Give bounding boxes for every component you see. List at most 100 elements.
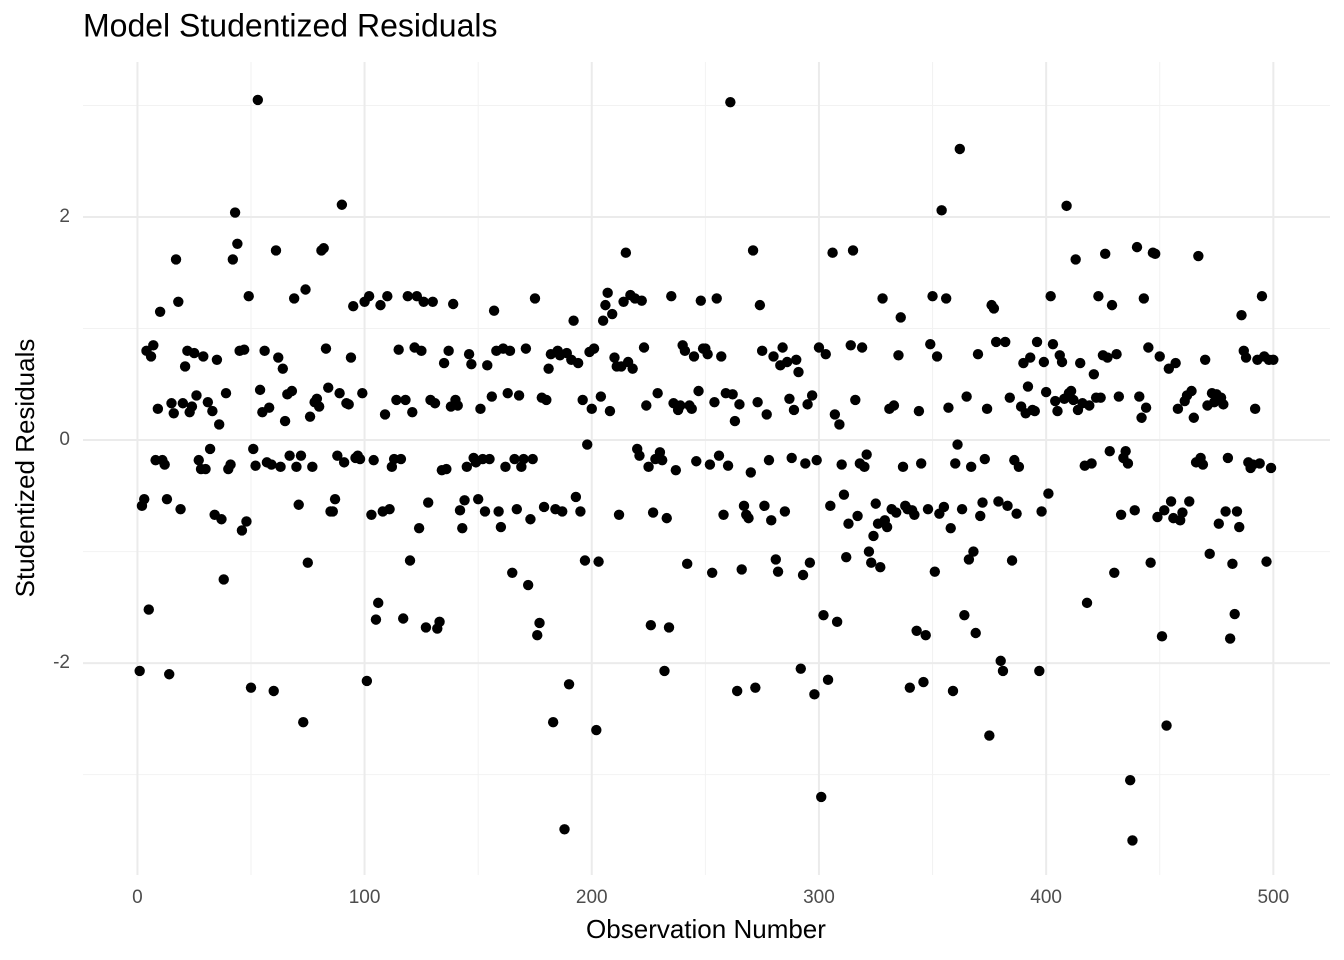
point — [493, 506, 504, 517]
point — [1231, 506, 1243, 517]
point — [416, 345, 427, 357]
point — [947, 685, 959, 697]
x-tick-label: 500 — [1257, 887, 1289, 908]
point — [516, 461, 527, 473]
point — [956, 504, 968, 515]
point — [232, 238, 243, 249]
point — [670, 464, 682, 476]
point — [275, 461, 286, 473]
point — [302, 557, 313, 568]
point — [1170, 357, 1181, 369]
point — [988, 303, 1000, 314]
point — [529, 293, 541, 304]
point — [931, 351, 943, 362]
point — [348, 301, 359, 312]
point — [827, 247, 838, 258]
point — [438, 357, 450, 369]
point — [586, 403, 597, 415]
point — [532, 630, 543, 641]
point — [975, 510, 986, 522]
point — [618, 296, 629, 307]
point — [752, 396, 763, 408]
point — [995, 655, 1006, 667]
point — [541, 394, 552, 406]
point — [327, 506, 338, 517]
point — [1047, 338, 1059, 350]
point — [179, 361, 191, 372]
point — [1086, 458, 1097, 469]
point — [990, 336, 1002, 348]
point — [602, 287, 613, 299]
point — [1138, 293, 1150, 304]
point — [1213, 518, 1224, 529]
x-tick-label: 100 — [349, 887, 381, 908]
point — [547, 717, 559, 728]
point — [597, 315, 609, 326]
point — [447, 298, 459, 310]
point — [259, 345, 270, 357]
point — [543, 363, 554, 374]
point — [318, 243, 329, 254]
point — [413, 522, 425, 534]
point — [836, 459, 847, 470]
point — [895, 312, 906, 323]
point — [1149, 248, 1161, 260]
point — [652, 388, 663, 399]
point — [997, 665, 1009, 677]
x-tick-label: 300 — [803, 887, 835, 908]
point — [806, 390, 818, 401]
point — [793, 366, 804, 378]
point — [241, 516, 252, 527]
point — [645, 619, 657, 631]
point — [1034, 665, 1045, 677]
point — [695, 295, 707, 306]
point — [266, 459, 277, 470]
point — [800, 458, 811, 469]
point — [472, 493, 484, 505]
point — [675, 400, 686, 411]
point — [461, 461, 473, 473]
point — [877, 293, 888, 304]
point — [816, 791, 827, 803]
point — [186, 401, 198, 412]
point — [1159, 505, 1170, 516]
y-tick-label: 2 — [59, 206, 70, 227]
point — [1004, 392, 1015, 403]
point — [1220, 506, 1231, 517]
point — [595, 391, 607, 402]
point — [686, 403, 697, 415]
point — [582, 439, 593, 450]
point — [1124, 775, 1136, 786]
point — [745, 467, 757, 478]
point — [804, 557, 816, 568]
point — [534, 617, 545, 629]
point — [1134, 391, 1145, 402]
point — [168, 408, 179, 419]
point — [704, 459, 716, 470]
point — [486, 391, 498, 402]
point — [920, 630, 931, 641]
point — [904, 682, 916, 693]
point — [139, 493, 150, 505]
point — [1084, 400, 1095, 411]
point — [164, 669, 175, 680]
point — [797, 569, 809, 581]
point — [636, 295, 647, 306]
point — [1122, 458, 1134, 469]
point — [588, 343, 600, 354]
point — [938, 501, 950, 513]
point — [575, 506, 586, 517]
point — [1156, 631, 1168, 642]
point — [591, 724, 602, 736]
point — [568, 315, 579, 326]
point — [1109, 567, 1120, 578]
point — [1131, 241, 1143, 253]
point — [254, 384, 266, 396]
point — [238, 344, 250, 355]
point — [175, 504, 186, 515]
point — [373, 597, 384, 609]
point — [716, 351, 727, 362]
point — [1193, 250, 1204, 262]
point — [284, 450, 295, 461]
point — [768, 351, 779, 362]
